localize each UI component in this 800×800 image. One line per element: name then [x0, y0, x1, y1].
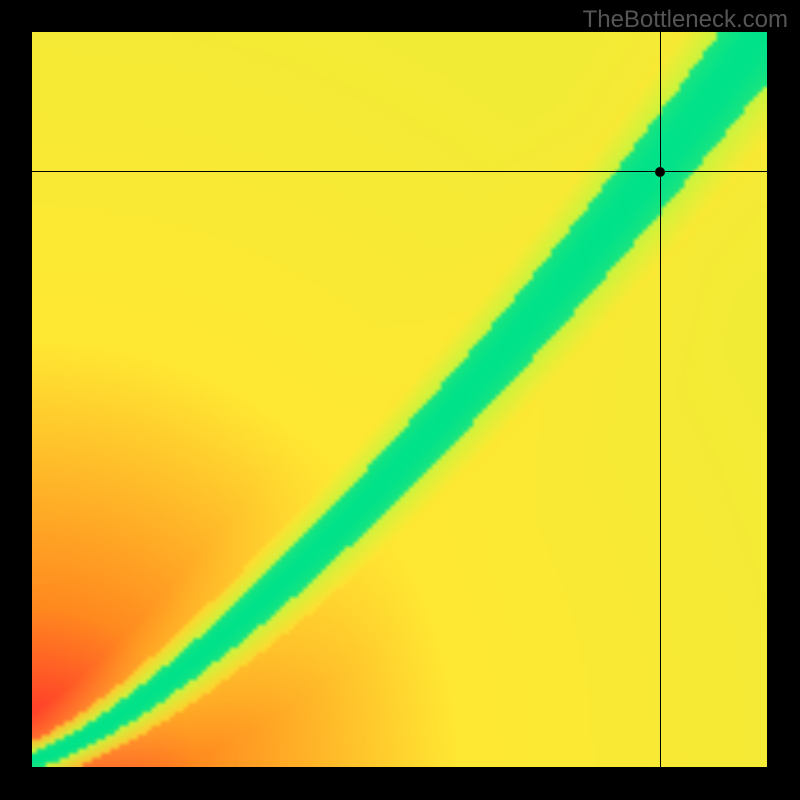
crosshair-vertical	[660, 32, 661, 767]
plot-area	[32, 32, 767, 767]
heatmap-canvas	[32, 32, 767, 767]
chart-frame	[0, 0, 800, 800]
watermark-text: TheBottleneck.com	[583, 6, 788, 34]
